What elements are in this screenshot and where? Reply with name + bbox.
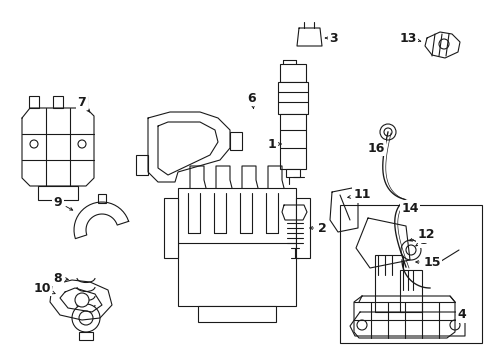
Circle shape (79, 311, 93, 325)
Text: 8: 8 (54, 271, 68, 284)
Text: 14: 14 (401, 202, 418, 215)
Circle shape (72, 304, 100, 332)
Bar (339, 205, 481, 343)
Circle shape (438, 39, 448, 49)
Bar (280, 114, 305, 169)
Circle shape (356, 320, 366, 330)
Circle shape (369, 230, 395, 256)
Bar (286, 220, 303, 248)
Bar (29, 96, 39, 108)
Bar (280, 64, 305, 82)
Bar (98, 194, 106, 203)
Circle shape (383, 128, 391, 136)
Bar (77, 96, 87, 108)
Text: 5: 5 (415, 234, 427, 247)
Text: 13: 13 (399, 31, 420, 45)
Bar (198, 306, 275, 322)
Bar (229, 132, 242, 150)
Circle shape (462, 247, 468, 253)
Text: 1: 1 (267, 138, 281, 150)
Circle shape (78, 140, 86, 148)
Bar (38, 186, 78, 200)
Text: 4: 4 (455, 309, 466, 321)
Text: 16: 16 (366, 141, 384, 156)
Circle shape (30, 140, 38, 148)
Bar (295, 198, 309, 258)
Circle shape (389, 253, 399, 263)
Circle shape (369, 227, 379, 237)
Text: 10: 10 (33, 282, 55, 294)
Text: 9: 9 (54, 195, 73, 210)
Text: 11: 11 (347, 189, 370, 202)
Text: 12: 12 (409, 229, 434, 242)
Circle shape (405, 245, 415, 255)
Bar (136, 155, 148, 175)
Circle shape (449, 320, 459, 330)
Circle shape (379, 124, 395, 140)
Bar (53, 96, 63, 108)
Bar (79, 332, 93, 340)
Bar (285, 169, 299, 177)
Bar (163, 198, 178, 258)
Text: 15: 15 (415, 256, 440, 269)
Text: 3: 3 (325, 31, 338, 45)
Bar (399, 270, 421, 312)
Text: 6: 6 (247, 91, 256, 109)
Text: 7: 7 (78, 95, 89, 112)
Circle shape (400, 240, 420, 260)
Circle shape (458, 243, 472, 257)
Circle shape (75, 293, 89, 307)
Bar (178, 188, 295, 306)
Bar (278, 82, 307, 114)
Bar (374, 255, 402, 312)
Text: 2: 2 (309, 221, 325, 234)
